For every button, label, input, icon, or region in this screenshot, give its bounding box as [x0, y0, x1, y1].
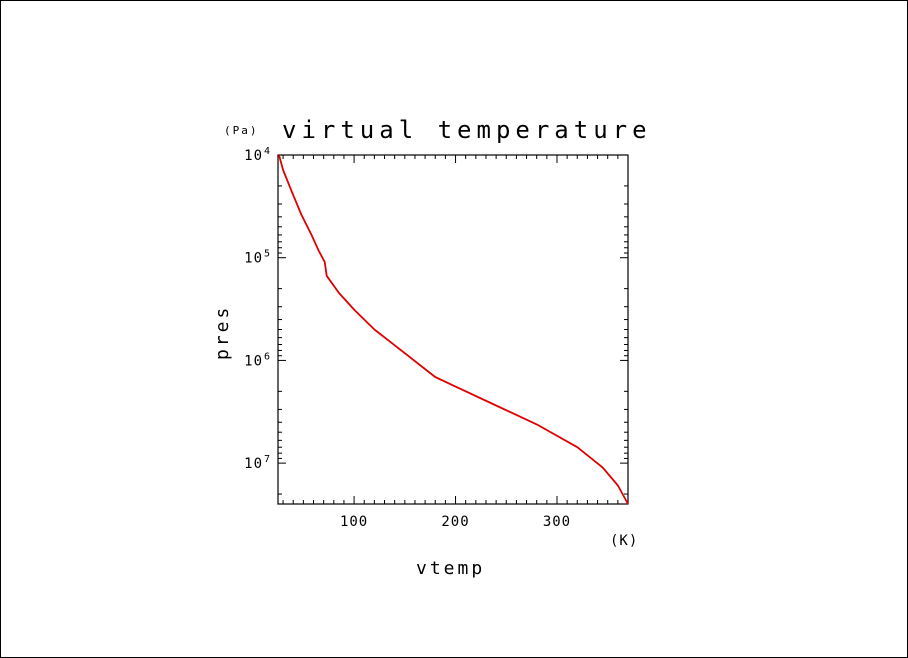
y-tick-label-exponent: 6	[264, 351, 270, 362]
y-tick-label-base: 10	[244, 353, 263, 369]
y-axis-label: pres	[212, 305, 233, 360]
y-tick-label-base: 10	[244, 456, 263, 472]
x-tick-label: 100	[340, 514, 368, 530]
plot-area-frame	[277, 154, 629, 505]
y-tick-label-exponent: 5	[264, 249, 270, 260]
chart-title: virtual temperature	[282, 116, 652, 144]
x-axis-label: vtemp	[416, 558, 485, 579]
y-tick-label-exponent: 7	[264, 454, 270, 465]
x-tick-label: 200	[441, 514, 469, 530]
x-unit-label: (K)	[610, 533, 638, 549]
y-tick-label-base: 10	[244, 148, 263, 164]
y-tick-label-base: 10	[244, 251, 263, 267]
y-tick-label-exponent: 4	[264, 146, 270, 157]
vtemp-profile-line	[278, 154, 629, 505]
x-tick-label: 300	[543, 514, 571, 530]
y-unit-label: (Pa)	[224, 124, 259, 137]
